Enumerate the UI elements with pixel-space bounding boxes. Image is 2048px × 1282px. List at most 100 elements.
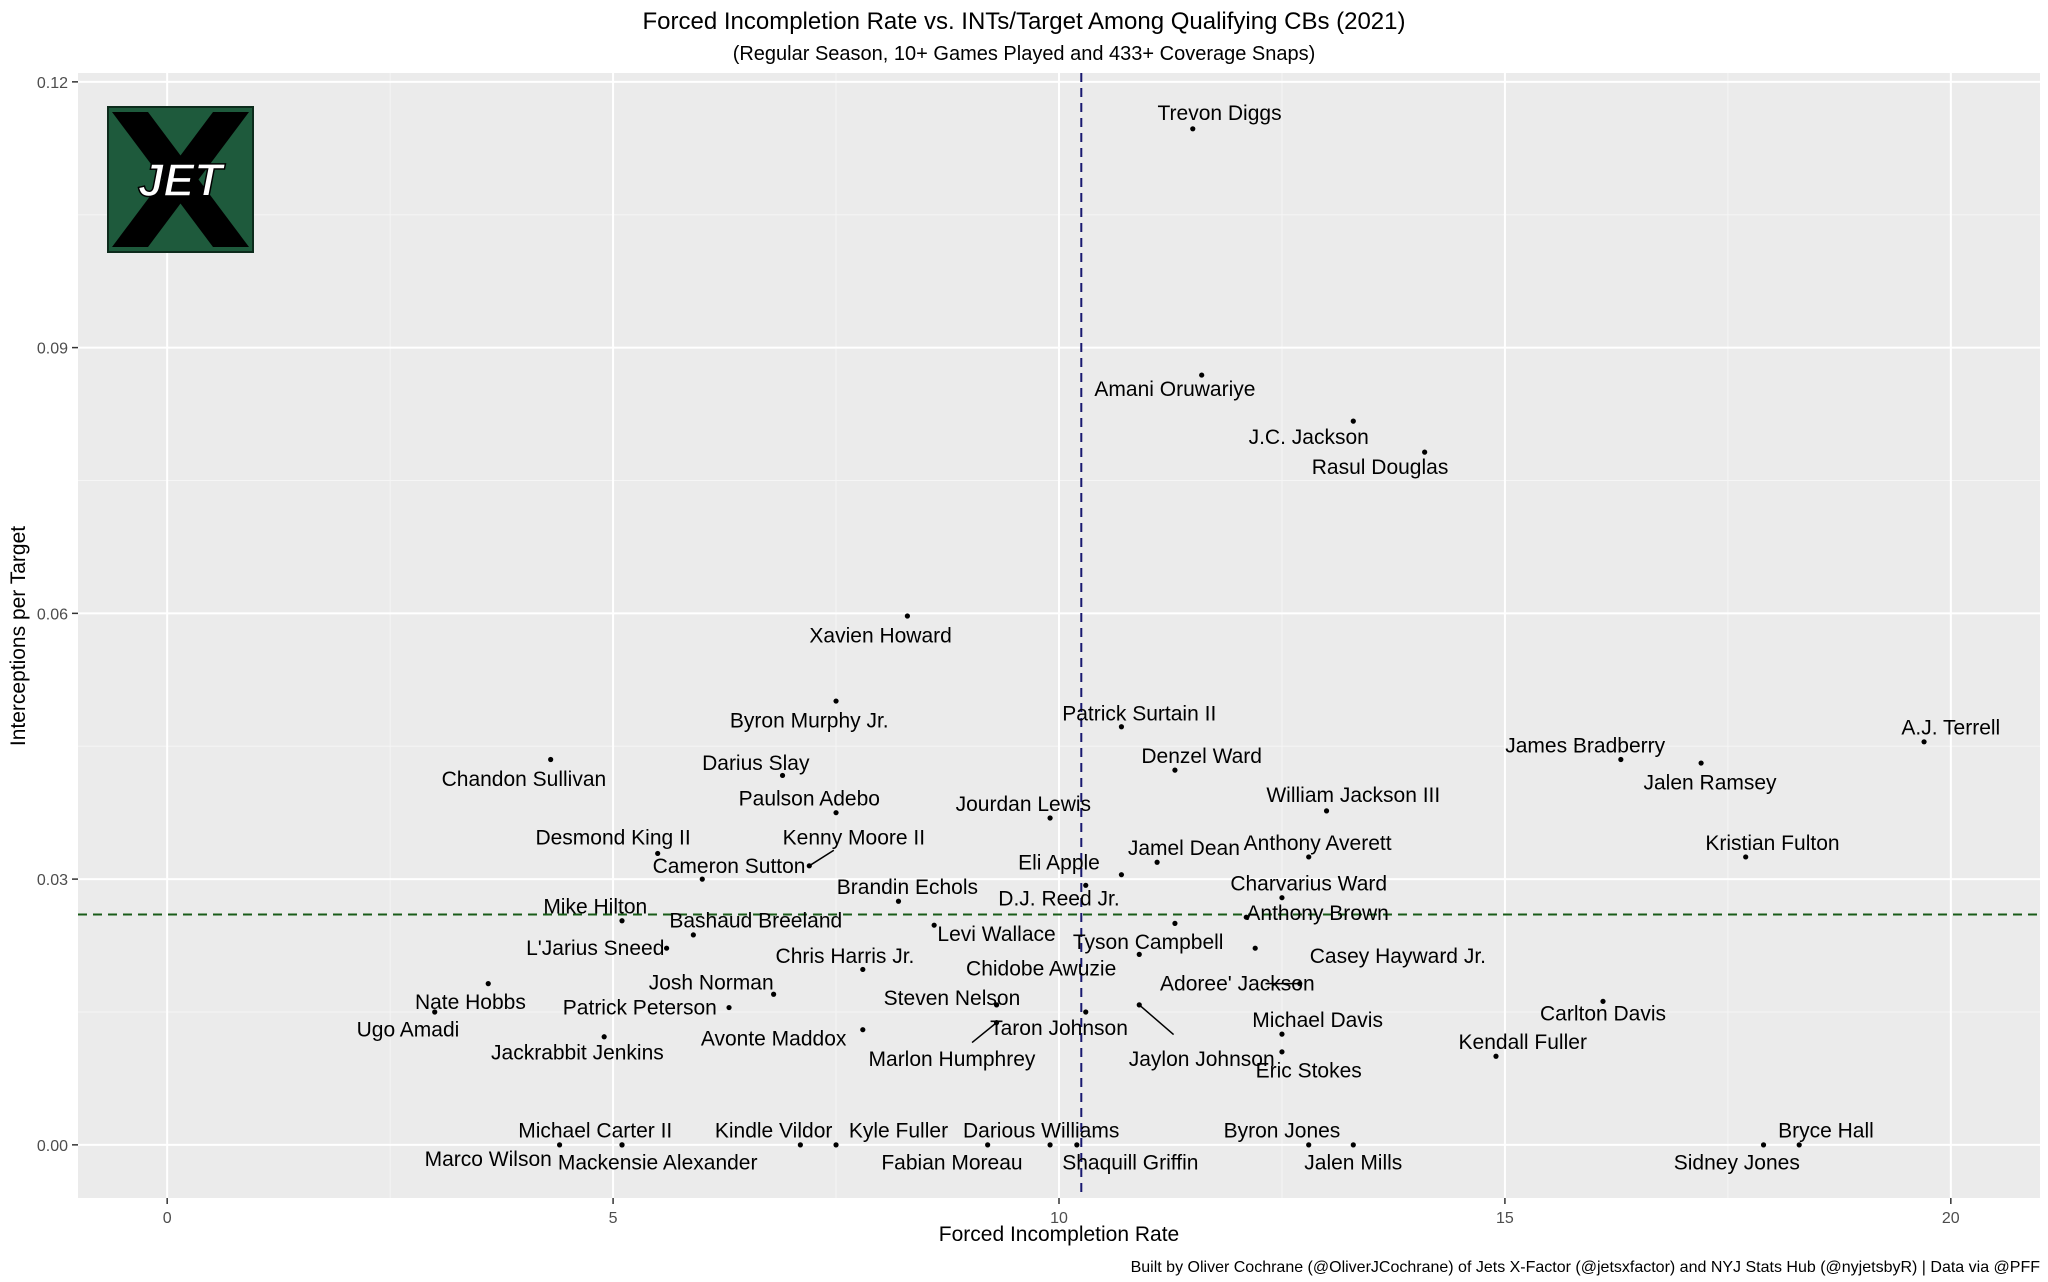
chart-subtitle: (Regular Season, 10+ Games Played and 43… [733, 43, 1316, 65]
point-kendall-fuller [1493, 1053, 1499, 1059]
point-jourdan-lewis [1047, 815, 1053, 821]
point-darius-slay [779, 772, 786, 779]
point-chandon-sullivan [548, 756, 554, 763]
label-l-jarius-sneed: L'Jarius Sneed [526, 937, 664, 960]
point-josh-norman [771, 991, 777, 997]
label-chandon-sullivan: Chandon Sullivan [442, 768, 607, 791]
label-bryce-hall: Bryce Hall [1778, 1120, 1874, 1143]
label-ugo-amadi: Ugo Amadi [357, 1019, 460, 1042]
x-tick-label: 20 [1942, 1210, 1960, 1227]
y-axis: 0.00 0.03 0.06 0.09 0.12 [37, 75, 78, 1155]
y-tick-label: 0.09 [37, 341, 68, 358]
point-eric-stokes [1279, 1049, 1285, 1055]
label-james-bradberry: James Bradberry [1505, 734, 1665, 757]
label-brandin-echols: Brandin Echols [837, 876, 978, 899]
label-kenny-moore-ii: Kenny Moore II [783, 826, 925, 849]
label-tyson-campbell: Tyson Campbell [1073, 931, 1224, 954]
label-mike-hilton: Mike Hilton [543, 896, 647, 919]
point-chidobe-awuzie [1136, 951, 1142, 957]
label-jourdan-lewis: Jourdan Lewis [956, 793, 1091, 816]
point-byron-jones [1306, 1142, 1312, 1148]
label-amani-oruwariye: Amani Oruwariye [1094, 378, 1255, 401]
point-nate-hobbs [485, 981, 491, 987]
label-chris-harris-jr: Chris Harris Jr. [776, 945, 915, 968]
point-j-c-jackson [1350, 418, 1356, 424]
x-axis: 0 5 10 15 20 [163, 1198, 1960, 1227]
point-kindle-vildor [797, 1142, 803, 1148]
point-shaquill-griffin [1074, 1142, 1080, 1148]
label-jamel-dean: Jamel Dean [1128, 837, 1240, 860]
label-kyle-fuller: Kyle Fuller [849, 1120, 948, 1143]
point-brandin-echols [895, 898, 902, 904]
reference-lines [78, 73, 2040, 1198]
label-darious-williams: Darious Williams [963, 1120, 1119, 1143]
label-fabian-moreau: Fabian Moreau [881, 1152, 1022, 1175]
point-chris-harris-jr [860, 966, 866, 973]
point-cameron-sutton [699, 876, 705, 882]
leader-line-kenny-moore-ii [808, 849, 835, 867]
point-eli-apple [1118, 872, 1125, 878]
data-labels: Trevon Diggs Amani Oruwariye J.C. Jackson R… [357, 102, 2001, 1175]
leader-line-marlon-humphrey [971, 1022, 998, 1044]
point-marlon-humphrey [993, 1020, 1000, 1026]
label-jackrabbit-jenkins: Jackrabbit Jenkins [491, 1042, 664, 1065]
point-ugo-amadi [432, 1009, 438, 1015]
label-trevon-diggs: Trevon Diggs [1157, 102, 1281, 125]
point-trevon-diggs [1190, 126, 1196, 132]
point-byron-murphy-jr [833, 698, 839, 704]
point-charvarius-ward [1279, 895, 1285, 901]
label-cameron-sutton: Cameron Sutton [653, 855, 806, 878]
point-jalen-ramsey [1698, 760, 1704, 766]
chart-caption: Built by Oliver Cochrane (@OliverJCochra… [1131, 1259, 2041, 1276]
y-axis-title: Interceptions per Target [7, 526, 30, 746]
grid-major [78, 73, 2040, 1198]
x-tick-label: 15 [1496, 1210, 1514, 1227]
label-a-j-terrell: A.J. Terrell [1901, 717, 2000, 740]
point-adoree-jackson [1297, 981, 1303, 987]
chart-title: Forced Incompletion Rate vs. INTs/Target… [642, 8, 1405, 35]
point-james-bradberry [1618, 756, 1624, 763]
point-a-j-terrell [1921, 739, 1927, 745]
label-shaquill-griffin: Shaquill Griffin [1062, 1152, 1198, 1175]
point-william-jackson-iii [1323, 808, 1330, 814]
y-tick-label: 0.06 [37, 606, 68, 623]
label-josh-norman: Josh Norman [649, 972, 774, 995]
point-casey-hayward-jr [1252, 945, 1258, 951]
y-tick-label: 0.00 [37, 1138, 68, 1155]
label-patrick-surtain-ii: Patrick Surtain II [1062, 702, 1216, 725]
point-taron-johnson [1083, 1009, 1089, 1015]
label-marco-wilson: Marco Wilson [425, 1148, 552, 1171]
label-chidobe-awuzie: Chidobe Awuzie [966, 958, 1116, 981]
point-steven-nelson [993, 1002, 1000, 1008]
label-kindle-vildor: Kindle Vildor [715, 1120, 833, 1143]
label-desmond-king-ii: Desmond King II [535, 826, 690, 849]
label-eric-stokes: Eric Stokes [1256, 1059, 1362, 1082]
point-fabian-moreau [985, 1142, 991, 1148]
label-avonte-maddox: Avonte Maddox [701, 1028, 847, 1051]
point-levi-wallace [931, 922, 937, 928]
label-steven-nelson: Steven Nelson [884, 987, 1021, 1010]
label-leader-lines [808, 849, 1300, 1044]
point-kenny-moore-ii [806, 863, 812, 869]
point-patrick-peterson [726, 1004, 732, 1011]
point-d-j-reed-jr [1083, 882, 1089, 888]
point-jamel-dean [1154, 859, 1160, 865]
point-bryce-hall [1796, 1142, 1802, 1148]
point-kyle-fuller [833, 1142, 839, 1148]
label-carlton-davis: Carlton Davis [1540, 1003, 1666, 1026]
point-michael-davis [1279, 1031, 1285, 1037]
point-carlton-davis [1600, 998, 1606, 1004]
x-tick-label: 10 [1050, 1210, 1068, 1227]
x-axis-title: Forced Incompletion Rate [939, 1223, 1179, 1246]
label-jalen-ramsey: Jalen Ramsey [1643, 772, 1777, 795]
y-tick-label: 0.12 [37, 75, 68, 92]
label-charvarius-ward: Charvarius Ward [1230, 873, 1387, 896]
jets-x-factor-logo: JET [107, 106, 254, 253]
point-jackrabbit-jenkins [601, 1034, 607, 1040]
label-d-j-reed-jr: D.J. Reed Jr. [998, 888, 1119, 911]
point-jalen-mills [1350, 1142, 1356, 1148]
label-j-c-jackson: J.C. Jackson [1249, 426, 1369, 449]
data-points [432, 126, 1927, 1148]
label-denzel-ward: Denzel Ward [1141, 745, 1262, 768]
